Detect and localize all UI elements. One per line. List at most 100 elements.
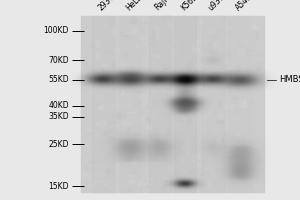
Ellipse shape (99, 105, 103, 108)
Ellipse shape (233, 174, 238, 182)
Ellipse shape (83, 143, 89, 147)
Ellipse shape (129, 76, 137, 78)
Ellipse shape (140, 36, 142, 41)
Ellipse shape (251, 25, 259, 30)
Bar (81, 16, 264, 192)
Ellipse shape (167, 139, 172, 144)
Ellipse shape (179, 83, 183, 88)
Text: K562: K562 (179, 0, 199, 12)
Ellipse shape (228, 178, 230, 180)
Ellipse shape (168, 80, 173, 83)
Ellipse shape (100, 120, 106, 127)
Ellipse shape (155, 138, 159, 145)
Ellipse shape (213, 72, 218, 76)
Text: HMBS: HMBS (279, 75, 300, 84)
Ellipse shape (226, 74, 232, 81)
Ellipse shape (197, 160, 200, 161)
Ellipse shape (162, 184, 167, 190)
Ellipse shape (219, 59, 227, 64)
Ellipse shape (171, 53, 178, 55)
Text: 55KD: 55KD (48, 75, 69, 84)
Ellipse shape (146, 126, 154, 129)
Text: HeLa: HeLa (124, 0, 144, 12)
Ellipse shape (247, 136, 252, 138)
Bar (92, 16, 114, 192)
Ellipse shape (200, 48, 207, 52)
Ellipse shape (164, 180, 167, 184)
Ellipse shape (135, 110, 141, 113)
Ellipse shape (219, 102, 221, 108)
Ellipse shape (167, 76, 174, 78)
Ellipse shape (146, 118, 151, 124)
Ellipse shape (201, 20, 203, 25)
Text: 15KD: 15KD (49, 182, 69, 191)
Ellipse shape (197, 168, 203, 175)
Ellipse shape (234, 149, 238, 154)
Ellipse shape (186, 64, 193, 70)
Ellipse shape (156, 32, 159, 40)
Text: 70KD: 70KD (48, 56, 69, 65)
Ellipse shape (231, 104, 234, 109)
Ellipse shape (164, 182, 172, 185)
Bar (119, 16, 141, 192)
Ellipse shape (178, 145, 182, 152)
Ellipse shape (112, 72, 116, 75)
Ellipse shape (208, 51, 217, 54)
Ellipse shape (112, 29, 116, 36)
Ellipse shape (178, 181, 182, 187)
Bar (149, 16, 171, 192)
Ellipse shape (204, 72, 211, 75)
Ellipse shape (89, 161, 95, 163)
Ellipse shape (147, 139, 152, 144)
Ellipse shape (155, 55, 159, 58)
Ellipse shape (229, 153, 236, 155)
Ellipse shape (238, 48, 245, 55)
Ellipse shape (133, 159, 136, 165)
Ellipse shape (127, 69, 129, 73)
Ellipse shape (180, 158, 184, 163)
Ellipse shape (105, 129, 111, 137)
Ellipse shape (242, 153, 247, 159)
Ellipse shape (252, 22, 256, 30)
Ellipse shape (215, 111, 217, 113)
Ellipse shape (146, 105, 148, 108)
Text: 100KD: 100KD (44, 26, 69, 35)
Ellipse shape (252, 146, 260, 148)
Ellipse shape (128, 180, 135, 183)
Ellipse shape (127, 33, 135, 35)
Ellipse shape (95, 53, 100, 59)
Ellipse shape (244, 100, 246, 104)
Ellipse shape (151, 148, 154, 152)
Bar (202, 16, 224, 192)
Ellipse shape (240, 99, 242, 105)
Ellipse shape (107, 53, 110, 56)
Text: Raji: Raji (153, 0, 170, 12)
Ellipse shape (136, 147, 141, 148)
Ellipse shape (167, 131, 170, 138)
Text: 40KD: 40KD (48, 101, 69, 110)
Ellipse shape (139, 181, 145, 186)
Ellipse shape (185, 183, 187, 189)
Ellipse shape (163, 15, 172, 23)
Ellipse shape (97, 121, 98, 126)
Text: 293T: 293T (97, 0, 116, 12)
Text: 25KD: 25KD (49, 140, 69, 149)
Ellipse shape (167, 17, 171, 25)
Ellipse shape (107, 81, 111, 82)
Text: A549: A549 (234, 0, 254, 12)
Ellipse shape (217, 138, 221, 145)
Ellipse shape (200, 185, 203, 191)
Ellipse shape (218, 29, 222, 32)
Ellipse shape (111, 61, 116, 67)
Ellipse shape (163, 178, 169, 183)
Ellipse shape (225, 123, 227, 126)
Text: u937: u937 (206, 0, 226, 12)
Ellipse shape (256, 158, 261, 163)
Ellipse shape (221, 138, 223, 142)
Text: 35KD: 35KD (48, 112, 69, 121)
Ellipse shape (229, 156, 237, 160)
Ellipse shape (141, 181, 150, 188)
Ellipse shape (160, 82, 168, 84)
Bar (229, 16, 251, 192)
Ellipse shape (152, 31, 155, 34)
